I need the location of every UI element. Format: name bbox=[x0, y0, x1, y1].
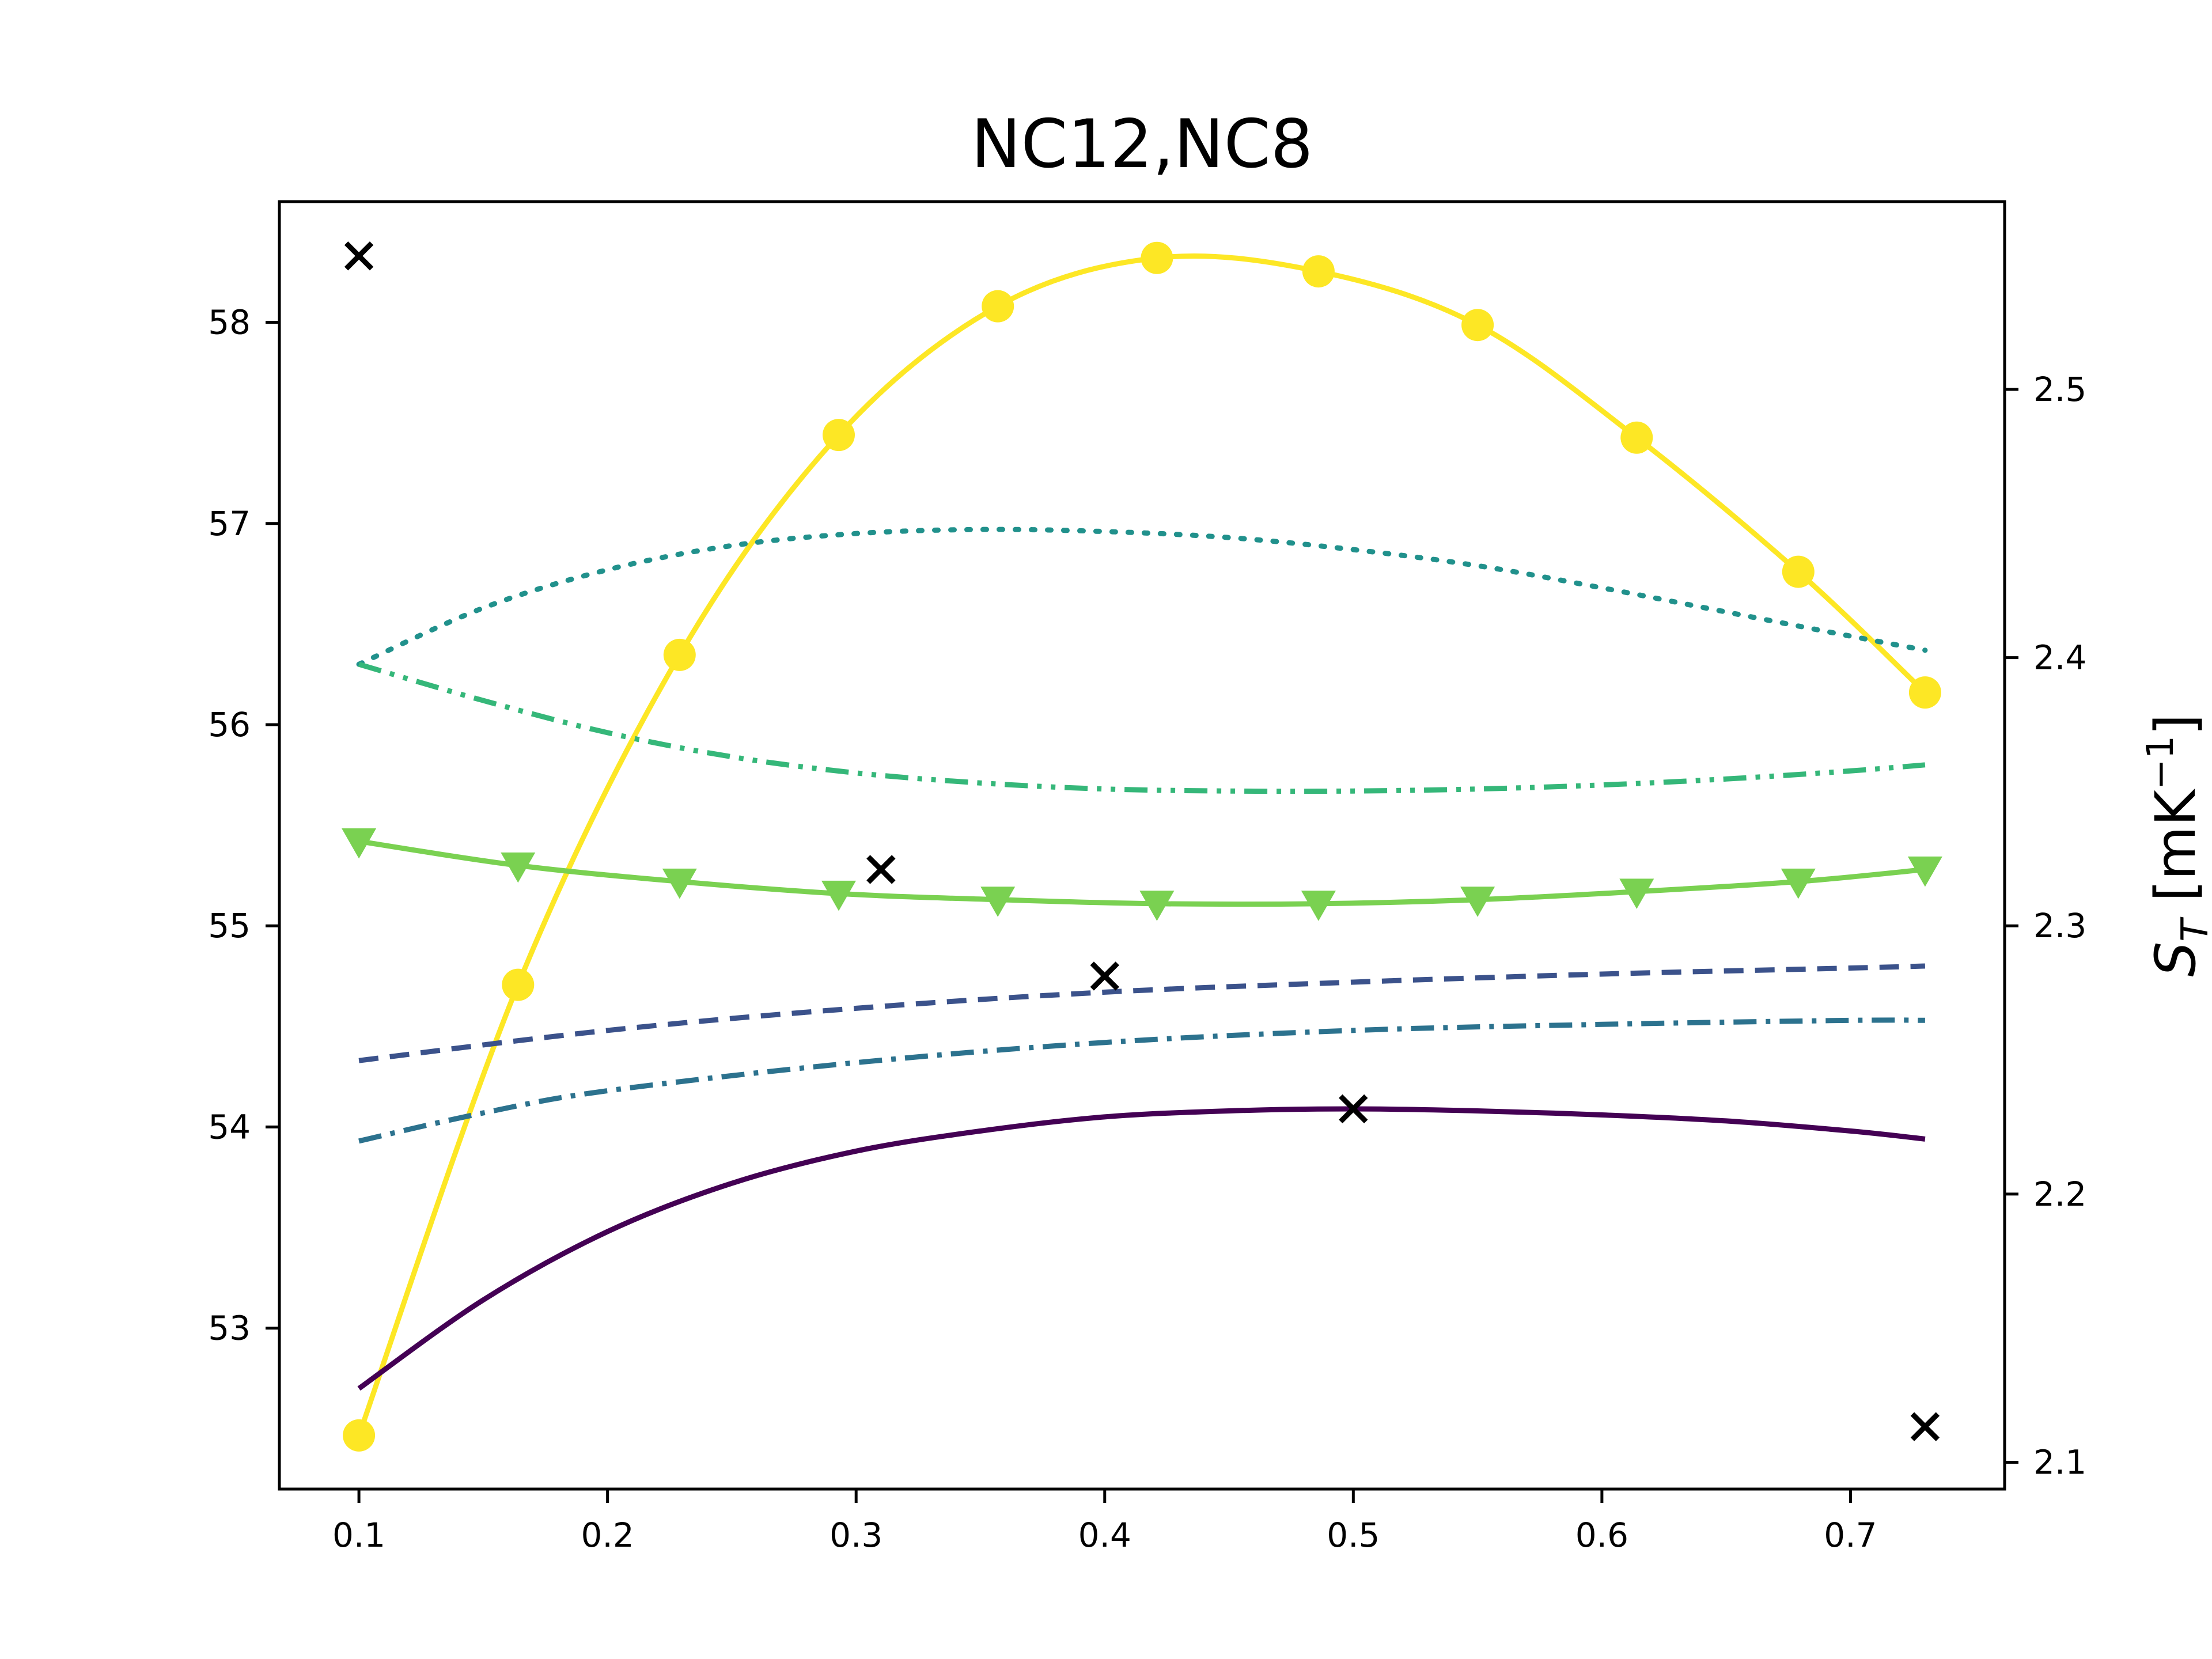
chart-title: NC12,NC8 bbox=[971, 105, 1313, 183]
data-point bbox=[1619, 878, 1654, 909]
x-tick-label: 0.4 bbox=[1078, 1516, 1131, 1555]
x-tick-label: 0.2 bbox=[581, 1516, 634, 1555]
series-line bbox=[357, 1106, 1926, 1391]
plot-frame bbox=[278, 200, 2006, 1491]
data-point bbox=[1461, 309, 1494, 342]
y2-label-unit-open: [mK bbox=[2143, 789, 2208, 919]
series-line bbox=[358, 1017, 1925, 1144]
y2-tick-label: 2.1 bbox=[2033, 1442, 2086, 1482]
series-layer bbox=[342, 241, 1942, 1452]
data-point bbox=[980, 887, 1016, 917]
data-point bbox=[1460, 887, 1495, 917]
data-point bbox=[343, 1419, 376, 1452]
data-point bbox=[1620, 421, 1653, 454]
y-tick-label: 58 bbox=[208, 303, 251, 342]
data-point bbox=[866, 855, 896, 884]
series-line bbox=[358, 661, 1926, 794]
data-point bbox=[342, 828, 377, 859]
data-point bbox=[1339, 1094, 1368, 1124]
ticks-layer: 0.1 0.2 0.3 0.4 0.5 0.6 0.7 53 54 55 56 57 58 2.1 2.2 2… bbox=[208, 303, 2086, 1555]
x-tick-label: 0.6 bbox=[1575, 1516, 1628, 1555]
series-line bbox=[356, 527, 1928, 667]
y2-tick-label: 2.3 bbox=[2033, 906, 2086, 945]
data-point bbox=[1782, 555, 1815, 588]
y2-label-unit-close: ] bbox=[2143, 714, 2208, 735]
data-point bbox=[821, 880, 857, 911]
data-point bbox=[1139, 891, 1175, 921]
data-point bbox=[502, 968, 535, 1001]
x-tick-label: 0.1 bbox=[332, 1516, 385, 1555]
series-7 bbox=[344, 241, 1940, 1441]
series-0 bbox=[343, 241, 1941, 1452]
data-point bbox=[823, 419, 855, 452]
axes-layer bbox=[278, 200, 2006, 1491]
data-point bbox=[982, 290, 1014, 323]
y2-tick-label: 2.2 bbox=[2033, 1175, 2086, 1214]
x-tick-label: 0.3 bbox=[830, 1516, 882, 1555]
y2-tick-label: 2.5 bbox=[2033, 370, 2086, 409]
data-point bbox=[1781, 868, 1816, 899]
series-2 bbox=[358, 661, 1926, 794]
x-tick-label: 0.5 bbox=[1327, 1516, 1380, 1555]
y-tick-label: 56 bbox=[208, 705, 251, 744]
y-tick-label: 54 bbox=[208, 1107, 251, 1146]
data-point bbox=[662, 868, 697, 899]
x-tick-label: 0.7 bbox=[1824, 1516, 1877, 1555]
y2-label-main: S bbox=[2143, 942, 2208, 977]
y2-label-sub: T bbox=[2174, 916, 2212, 942]
series-line bbox=[356, 253, 1927, 1437]
series-5 bbox=[358, 1017, 1925, 1144]
series-1 bbox=[356, 527, 1928, 667]
series-line bbox=[358, 963, 1926, 1063]
y-tick-label: 57 bbox=[208, 504, 251, 543]
data-point bbox=[1302, 255, 1335, 288]
series-6 bbox=[357, 1106, 1926, 1391]
data-point bbox=[663, 638, 696, 671]
data-point bbox=[1908, 676, 1941, 709]
series-4 bbox=[358, 963, 1926, 1063]
y-tick-label: 55 bbox=[208, 906, 251, 945]
data-point bbox=[1910, 1412, 1940, 1441]
data-point bbox=[1301, 891, 1336, 921]
y2-axis-label: ST [mK−1] bbox=[2139, 714, 2212, 976]
data-point bbox=[1907, 856, 1942, 887]
data-point bbox=[501, 852, 536, 883]
y2-label-unit-sup: −1 bbox=[2139, 736, 2182, 790]
data-point bbox=[1090, 961, 1119, 991]
data-point bbox=[1141, 241, 1173, 274]
y2-tick-label: 2.4 bbox=[2033, 638, 2086, 677]
series-3 bbox=[342, 828, 1942, 921]
data-point bbox=[344, 241, 374, 271]
y-tick-label: 53 bbox=[208, 1309, 251, 1348]
